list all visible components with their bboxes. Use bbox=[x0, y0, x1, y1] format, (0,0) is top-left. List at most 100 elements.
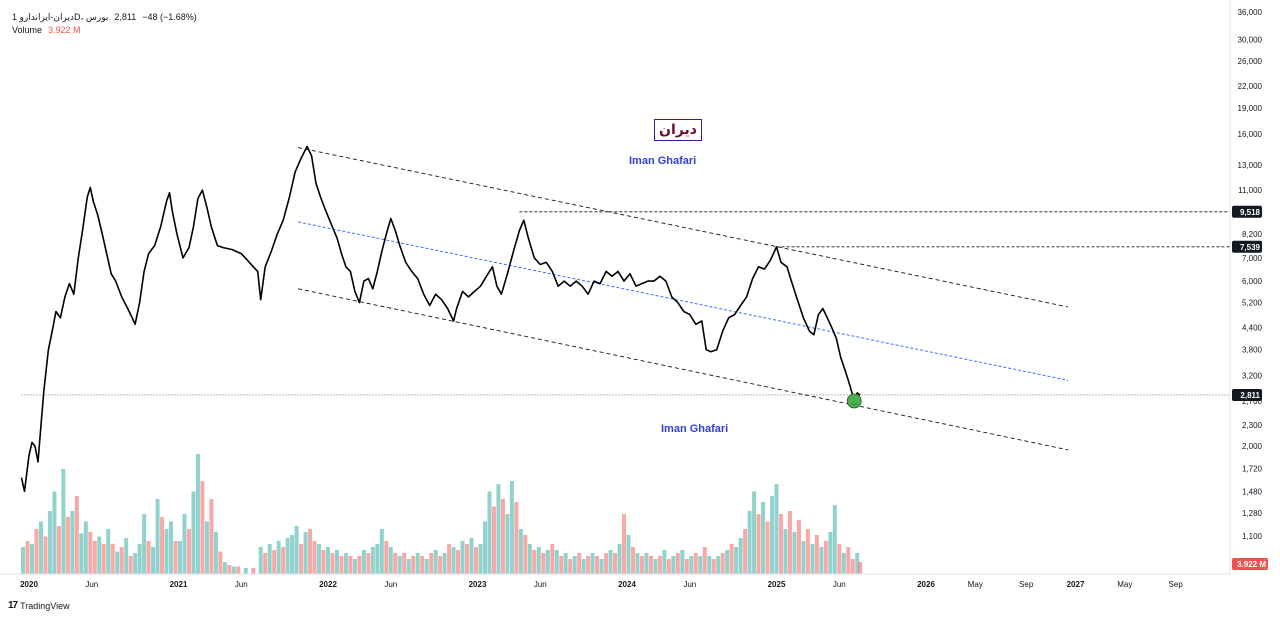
volume-bar bbox=[532, 550, 537, 574]
volume-bar bbox=[370, 547, 375, 574]
volume-bar bbox=[734, 547, 739, 574]
lower-channel-line bbox=[298, 288, 1069, 451]
volume-bar bbox=[599, 559, 604, 574]
author-label-bottom[interactable]: Iman Ghafari bbox=[661, 423, 729, 435]
volume-bar bbox=[204, 521, 209, 574]
volume-bar bbox=[339, 556, 344, 574]
volume-bar bbox=[52, 491, 57, 574]
time-tick-label: 2026 bbox=[917, 580, 935, 589]
volume-bar bbox=[586, 556, 591, 574]
volume-bar bbox=[761, 502, 766, 574]
volume-bar bbox=[536, 547, 541, 574]
volume-bar bbox=[801, 541, 806, 574]
price-tick-label: 2,700 bbox=[1242, 397, 1263, 406]
time-tick-label: Jun bbox=[85, 580, 98, 589]
volume-bar bbox=[384, 541, 389, 574]
price-tick-label: 3,200 bbox=[1242, 371, 1263, 380]
volume-bar bbox=[846, 547, 851, 574]
volume-bar bbox=[263, 553, 268, 574]
volume-bar bbox=[290, 535, 295, 574]
upper-channel-line bbox=[298, 147, 1069, 308]
time-axis: 2020 Jun 2021 Jun 2022 Jun 2023 Jun 2024 Jun 2025 J… bbox=[20, 580, 1183, 589]
volume-bar bbox=[559, 556, 564, 574]
volume-bar bbox=[850, 559, 855, 574]
volume-bar bbox=[711, 559, 716, 574]
volume-bar bbox=[671, 556, 676, 574]
symbol-title-box[interactable]: دیران bbox=[654, 119, 702, 141]
volume-bar bbox=[487, 491, 492, 574]
volume-bar bbox=[173, 541, 178, 574]
volume-bar bbox=[258, 547, 263, 574]
price-line bbox=[20, 145, 861, 493]
tradingview-brand[interactable]: 17 TradingView bbox=[8, 600, 70, 611]
volume-bar bbox=[169, 521, 174, 574]
price-tick-label: 1,280 bbox=[1242, 509, 1263, 518]
price-tick-label: 1,720 bbox=[1242, 465, 1263, 474]
brand-name: TradingView bbox=[20, 600, 70, 611]
volume-bar bbox=[675, 553, 680, 574]
horizontal-levels bbox=[21, 211, 1230, 396]
volume-bar bbox=[482, 521, 487, 574]
author-label-top[interactable]: Iman Ghafari bbox=[629, 155, 697, 167]
volume-bar bbox=[693, 553, 698, 574]
volume-bar bbox=[393, 553, 398, 574]
volume-bar bbox=[375, 544, 380, 574]
volume-bar bbox=[424, 559, 429, 574]
volume-label[interactable]: Volume bbox=[12, 25, 43, 35]
volume-bar bbox=[128, 556, 133, 574]
volume-bar bbox=[191, 491, 196, 574]
price-tick-label: 6,000 bbox=[1242, 277, 1263, 286]
volume-bar bbox=[334, 550, 339, 574]
volume-bar bbox=[243, 568, 248, 574]
volume-bar bbox=[796, 520, 801, 574]
volume-bar bbox=[474, 547, 479, 574]
volume-bar bbox=[707, 556, 712, 574]
volume-bar bbox=[348, 556, 353, 574]
volume-bar bbox=[509, 481, 514, 574]
time-tick-label: Jun bbox=[833, 580, 846, 589]
volume-bar bbox=[227, 565, 232, 574]
volume-bar bbox=[841, 553, 846, 574]
volume-bar bbox=[747, 511, 752, 574]
volume-bar bbox=[680, 550, 685, 574]
volume-bar bbox=[267, 544, 272, 574]
volume-bar bbox=[460, 541, 465, 574]
volume-bar bbox=[698, 556, 703, 574]
volume-bar bbox=[312, 541, 317, 574]
volume-bar bbox=[124, 538, 129, 574]
volume-bar bbox=[110, 544, 115, 574]
volume-bar bbox=[778, 514, 783, 574]
volume-bar bbox=[702, 547, 707, 574]
volume-bar bbox=[491, 506, 496, 574]
volume-bar bbox=[622, 514, 627, 574]
price-tick-label: 36,000 bbox=[1238, 8, 1263, 17]
volume-bar bbox=[186, 529, 191, 574]
volume-bar bbox=[837, 544, 842, 574]
volume-bar bbox=[630, 547, 635, 574]
symbol-name[interactable]: 1 دیران-ایرانداروD، بورس bbox=[12, 12, 109, 22]
volume-bar bbox=[765, 521, 770, 574]
volume-bar bbox=[218, 551, 223, 574]
volume-bar bbox=[47, 511, 52, 574]
time-tick-label: Sep bbox=[1019, 580, 1034, 589]
volume-bar bbox=[554, 550, 559, 574]
volume-bar bbox=[146, 541, 151, 574]
volume-bar bbox=[617, 544, 622, 574]
volume-bar bbox=[330, 553, 335, 574]
volume-bar bbox=[366, 553, 371, 574]
volume-bar bbox=[83, 521, 88, 574]
volume-bar bbox=[115, 551, 120, 574]
volume-bar bbox=[639, 556, 644, 574]
volume-bar bbox=[613, 553, 618, 574]
volume-bar bbox=[545, 550, 550, 574]
price-tick-label: 7,000 bbox=[1242, 254, 1263, 263]
volume-bar bbox=[770, 496, 775, 574]
volume-bar bbox=[276, 541, 281, 574]
last-price: 2,811 bbox=[114, 12, 137, 22]
volume-bar bbox=[285, 538, 290, 574]
price-tick-label: 13,000 bbox=[1238, 161, 1263, 170]
volume-bar bbox=[595, 556, 600, 574]
volume-bar bbox=[160, 517, 165, 574]
volume-bar bbox=[406, 559, 411, 574]
